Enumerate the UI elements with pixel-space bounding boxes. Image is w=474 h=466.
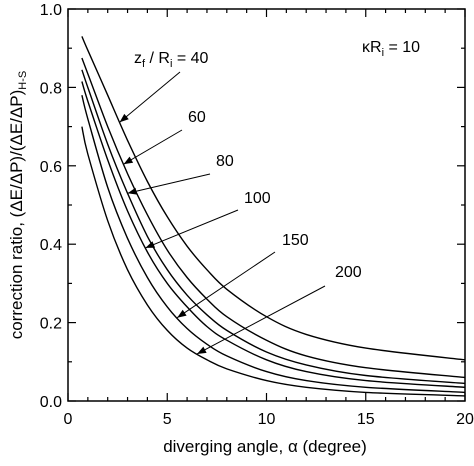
arrowhead-200 [197,346,207,354]
y-tick-label: 0.4 [40,237,62,254]
series-line-80 [81,69,466,385]
x-tick-label: 15 [357,411,375,428]
series-lines [81,36,466,397]
arrow-40 [119,71,181,123]
curve-label-100: 100 [244,190,271,207]
arrow-150 [176,251,276,319]
arrow-80 [127,173,211,194]
series-line-100 [81,81,466,388]
parameter-label: κRi = 10 [362,39,420,59]
x-axis-title: diverging angle, α (degree) [163,437,367,456]
arrow-100 [145,209,239,249]
arrow-200 [196,285,326,355]
y-axis-title: correction ratio, (ΔE/ΔP)/(ΔE/ΔP)H-S [7,71,29,339]
x-tick-label: 5 [163,411,172,428]
series-line-200 [81,126,466,397]
series-line-40 [81,36,466,361]
series-line-150 [81,95,466,394]
x-tick-label: 20 [456,411,474,428]
curve-label-150: 150 [282,232,309,249]
y-tick-label: 0.0 [40,394,62,411]
axis-ticks [67,8,466,402]
arrowhead-100 [145,241,156,248]
y-tick-label: 0.2 [40,316,62,333]
curve-label-40: zf / Ri = 40 [134,50,209,70]
x-tick-label: 10 [258,411,276,428]
x-tick-label: 0 [64,411,73,428]
series-line-60 [81,57,466,379]
arrowhead-60 [123,156,134,165]
curve-label-200: 200 [335,264,362,281]
arrowhead-40 [119,113,129,123]
arrowhead-150 [177,309,187,318]
y-tick-label: 0.8 [40,80,62,97]
y-tick-label: 0.6 [40,159,62,176]
arrowhead-80 [127,187,138,195]
arrow-60 [123,129,183,165]
annotation-arrows [119,71,326,355]
y-tick-label: 1.0 [40,2,62,19]
curve-label-80: 80 [216,153,234,170]
curve-label-60: 60 [188,109,206,126]
axis-tick-labels: 0 5 10 15 20 0.0 0.2 0.4 0.6 0.8 1.0 [40,2,474,428]
